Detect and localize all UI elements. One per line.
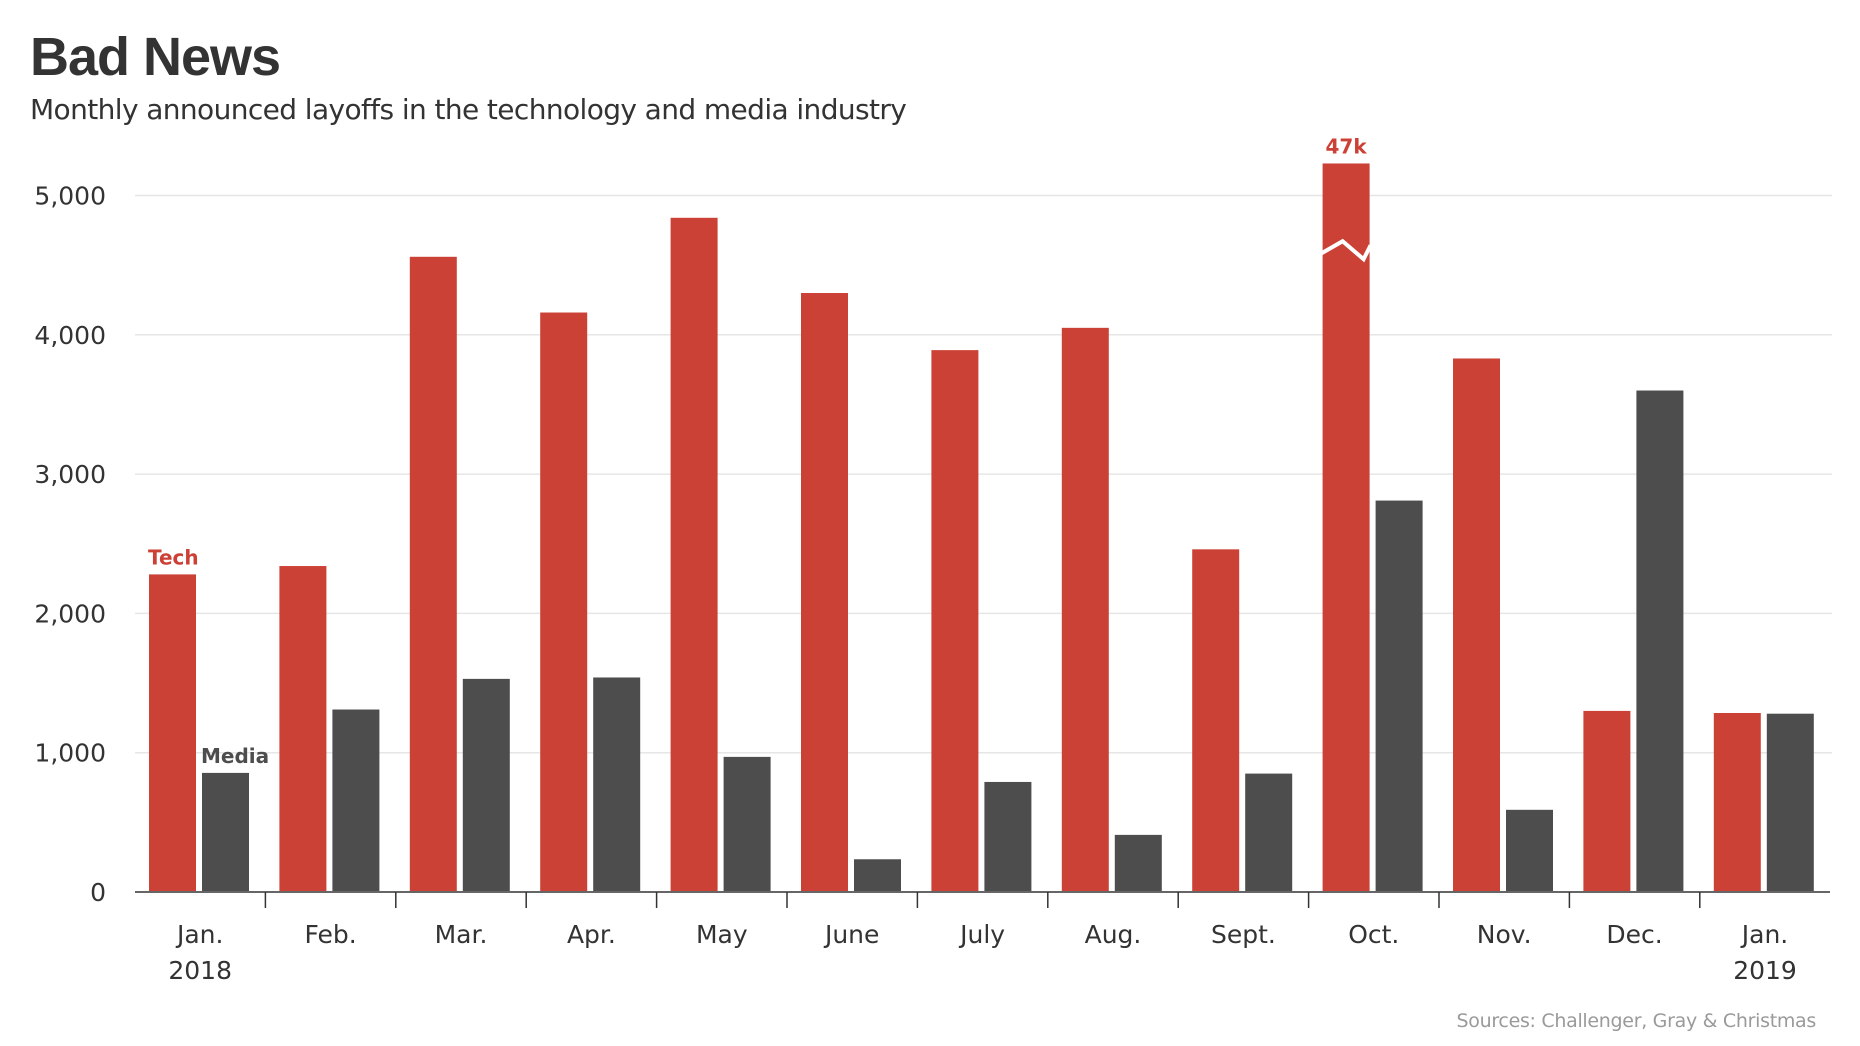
bar-media [723, 756, 771, 892]
x-tick-label: Mar. [435, 920, 488, 949]
chart-title: Bad News [30, 27, 281, 87]
y-tick-label: 4,000 [34, 321, 106, 350]
y-tick-label: 0 [90, 878, 106, 907]
bar-media [1766, 713, 1814, 892]
bar-media [332, 709, 380, 892]
bar-tech [801, 293, 848, 892]
bar-media [1636, 390, 1684, 892]
x-tick-label: Jan. [1740, 920, 1788, 949]
x-tick-label: 2018 [168, 956, 232, 985]
y-tick-label: 1,000 [34, 739, 106, 768]
x-tick-label: Apr. [567, 920, 616, 949]
bar-tech [1713, 712, 1761, 892]
bars [149, 163, 1814, 893]
x-tick-label: June [823, 920, 879, 949]
x-tick-label: Oct. [1348, 920, 1399, 949]
y-tick-label: 2,000 [34, 599, 106, 628]
bar-media [1114, 834, 1162, 892]
x-tick-label: Nov. [1477, 920, 1532, 949]
bar-media [854, 859, 901, 892]
bar-tech [1583, 710, 1631, 892]
bar-tech [279, 566, 327, 892]
y-tick-label: 3,000 [34, 460, 106, 489]
bar-tech [1192, 549, 1240, 892]
bar-media [1245, 773, 1293, 892]
x-tick-label: May [696, 920, 748, 949]
x-axis: Jan. 2018 Feb. Mar. Apr. May June July Aug. Sept.… [135, 891, 1830, 985]
bar-media [202, 772, 249, 892]
gridlines [135, 194, 1832, 754]
bar-tech [409, 256, 457, 892]
y-axis: 0 1,000 2,000 3,000 4,000 5,000 [34, 182, 106, 908]
annotation-tech: Tech [148, 545, 199, 569]
source-note: Sources: Challenger, Gray & Christmas [1456, 1010, 1817, 1032]
series-labels: Tech Media 47k [148, 134, 1367, 767]
bar-tech [1061, 327, 1109, 893]
y-tick-label: 5,000 [34, 182, 106, 211]
bar-tech [931, 350, 979, 892]
bar-tech [670, 217, 718, 893]
x-tick-label: Jan. [175, 920, 223, 949]
chart-subtitle: Monthly announced layoffs in the technol… [30, 93, 907, 126]
bar-tech [1322, 163, 1370, 892]
x-tick-label: Dec. [1606, 920, 1662, 949]
annotation-media: Media [201, 744, 269, 768]
bar-tech [540, 312, 588, 893]
bar-media [1506, 809, 1553, 892]
annotation-47k: 47k [1326, 134, 1368, 158]
bar-media [1375, 500, 1423, 892]
bar-tech [149, 574, 196, 892]
x-tick-label: Feb. [304, 920, 356, 949]
bar-media [593, 677, 641, 892]
x-tick-label: Aug. [1085, 920, 1142, 949]
x-tick-label: 2019 [1733, 956, 1797, 985]
bar-media [462, 678, 510, 892]
bar-tech [1453, 358, 1500, 893]
x-tick-label: July [958, 920, 1005, 949]
x-tick-label: Sept. [1211, 920, 1276, 949]
axis-break-icon [1320, 238, 1373, 263]
bar-media [984, 781, 1032, 892]
